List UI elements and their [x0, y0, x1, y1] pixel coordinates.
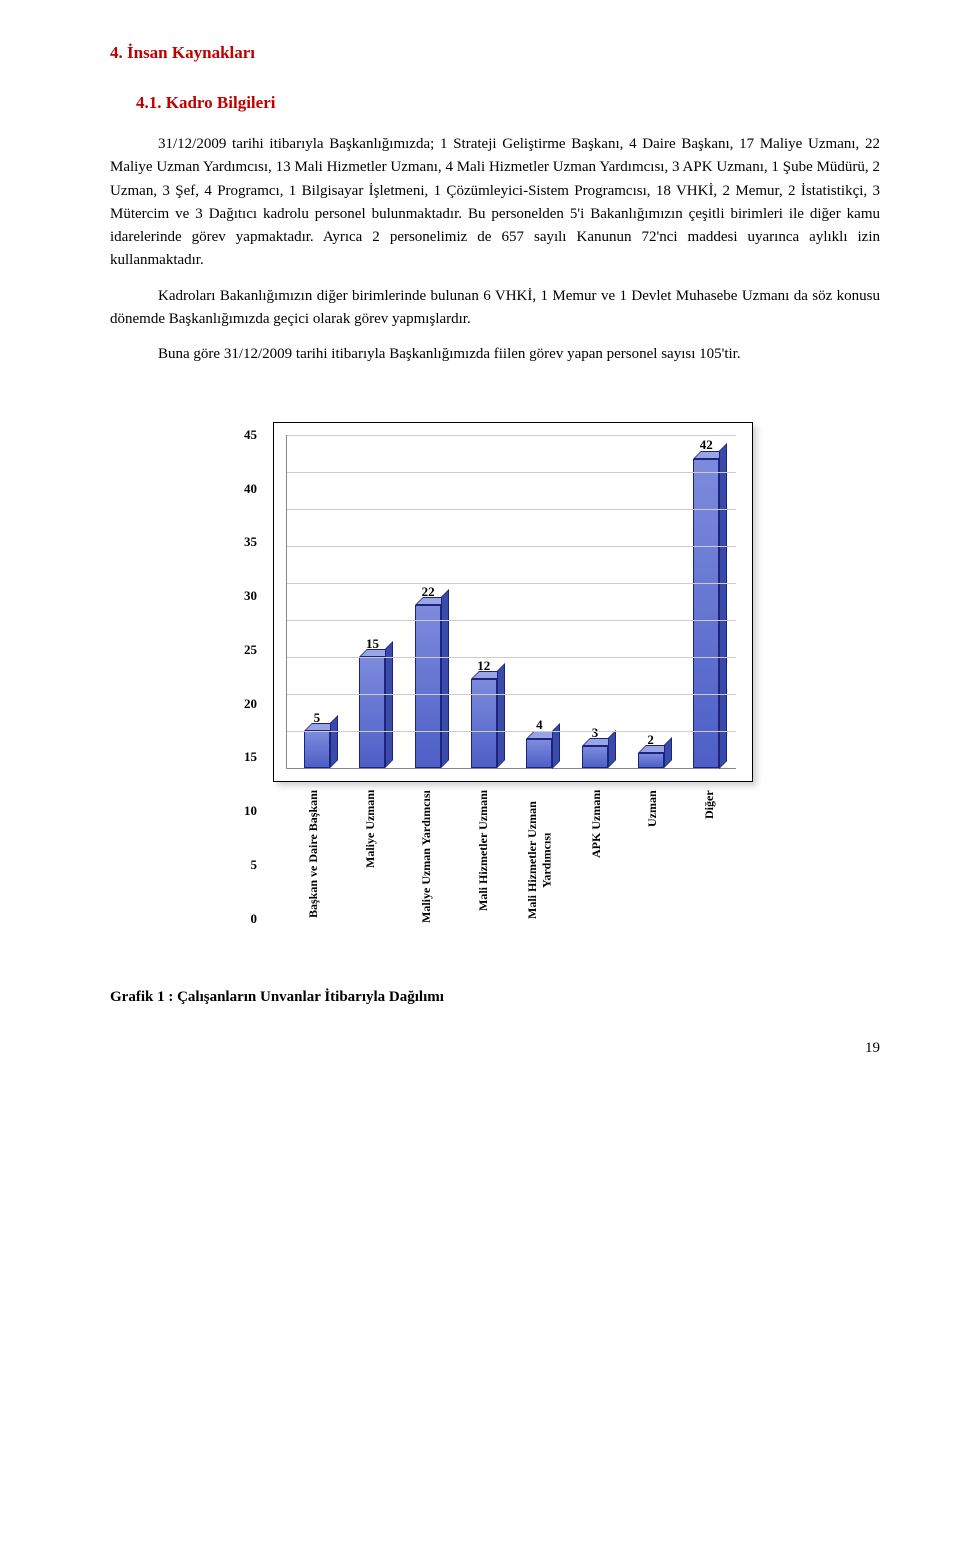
gridline: [287, 657, 736, 658]
bars-row: 515221243242: [287, 435, 736, 768]
bar: [304, 731, 330, 768]
bar: [415, 605, 441, 768]
chart-plot-area: 515221243242: [273, 422, 753, 782]
y-tick-label: 5: [251, 855, 258, 875]
bar-slot: 15: [345, 435, 401, 768]
gridline: [287, 435, 736, 436]
x-axis-label: Maliye Uzmanı: [342, 790, 399, 930]
x-axis-label: Başkan ve Daire Başkanı: [285, 790, 342, 930]
gridline: [287, 731, 736, 732]
bar: [638, 753, 664, 768]
x-axis-label: Diğer: [681, 790, 738, 930]
bar-slot: 3: [567, 435, 623, 768]
page-number: 19: [110, 1037, 880, 1060]
y-tick-label: 15: [244, 747, 257, 767]
bar: [582, 746, 608, 768]
gridline: [287, 546, 736, 547]
gridline: [287, 620, 736, 621]
chart-caption: Grafik 1 : Çalışanların Unvanlar İtibarı…: [110, 986, 880, 1009]
y-tick-label: 35: [244, 532, 257, 552]
y-axis-ticks: 051015202530354045: [225, 434, 265, 918]
y-tick-label: 25: [244, 640, 257, 660]
y-tick-label: 30: [244, 586, 257, 606]
bar: [359, 657, 385, 768]
y-tick-label: 20: [244, 693, 257, 713]
section-subheading: 4.1. Kadro Bilgileri: [136, 90, 880, 116]
x-axis-label: Mali Hizmetler Uzman Yardımcısı: [511, 790, 568, 930]
bar-slot: 2: [623, 435, 679, 768]
x-axis-labels: Başkan ve Daire BaşkanıMaliye UzmanıMali…: [285, 790, 737, 930]
paragraph-3: Buna göre 31/12/2009 tarihi itibarıyla B…: [110, 343, 880, 366]
bar-slot: 12: [456, 435, 512, 768]
x-axis-label: APK Uzmanı: [568, 790, 625, 930]
gridline: [287, 583, 736, 584]
paragraph-1: 31/12/2009 tarihi itibarıyla Başkanlığım…: [110, 133, 880, 273]
x-axis-label: Maliye Uzman Yardımcısı: [398, 790, 455, 930]
gridline: [287, 694, 736, 695]
y-tick-label: 0: [251, 909, 258, 929]
chart-inner: 515221243242: [286, 435, 736, 769]
gridline: [287, 509, 736, 510]
bar-slot: 5: [289, 435, 345, 768]
bar: [471, 679, 497, 768]
bar-slot: 42: [678, 435, 734, 768]
bar-slot: 4: [512, 435, 568, 768]
bar: [693, 459, 719, 769]
section-heading: 4. İnsan Kaynakları: [110, 40, 880, 66]
paragraph-2: Kadroları Bakanlığımızın diğer birimleri…: [110, 285, 880, 332]
x-axis-label: Mali Hizmetler Uzmanı: [455, 790, 512, 930]
y-tick-label: 40: [244, 478, 257, 498]
x-axis-label: Uzman: [624, 790, 681, 930]
bar-chart: 051015202530354045 515221243242 Başkan v…: [225, 422, 765, 930]
bar: [526, 739, 552, 769]
bar-slot: 22: [400, 435, 456, 768]
y-tick-label: 45: [244, 425, 257, 445]
gridline: [287, 472, 736, 473]
y-tick-label: 10: [244, 801, 257, 821]
